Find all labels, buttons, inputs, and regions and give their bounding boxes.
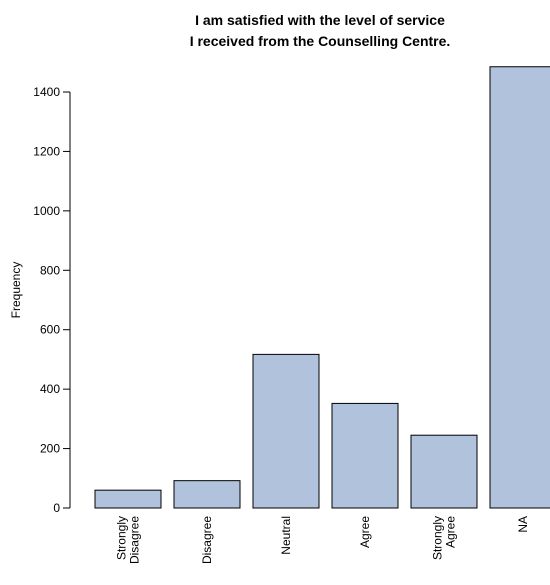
y-tick-label-7: 1400 (33, 85, 60, 99)
svg-text:Neutral: Neutral (279, 516, 293, 555)
svg-text:StronglyDisagree: StronglyDisagree (115, 516, 142, 564)
bar-3 (331, 402, 399, 509)
y-tick-label-6: 1200 (33, 144, 60, 158)
svg-text:StronglyAgree: StronglyAgree (431, 516, 458, 560)
svg-text:Agree: Agree (358, 516, 372, 548)
y-tick-label-4: 800 (40, 263, 60, 277)
bar-0 (94, 489, 162, 509)
x-tick-label-2: Neutral (279, 516, 293, 555)
y-tick-label-1: 200 (40, 442, 60, 456)
y-tick-label-5: 1000 (33, 204, 60, 218)
chart-title-line-1: I am satisfied with the level of service (195, 12, 445, 28)
svg-text:Disagree: Disagree (200, 516, 214, 564)
svg-text:NA: NA (516, 516, 530, 533)
x-tick-label-1: Disagree (200, 516, 214, 564)
chart-title-line-2: I received from the Counselling Centre. (190, 33, 451, 49)
bar-1 (173, 480, 241, 509)
y-axis-label: Frequency (9, 262, 23, 319)
x-tick-label-5: NA (516, 516, 530, 533)
x-tick-labels: StronglyDisagree Disagree Neutral Agree Stro… (115, 516, 531, 564)
bars-group (94, 66, 550, 509)
bar-4 (410, 434, 478, 509)
bar-2 (252, 353, 320, 509)
y-tick-label-2: 400 (40, 382, 60, 396)
x-tick-label-3: Agree (358, 516, 372, 548)
y-axis: 0 200 400 600 800 1000 1200 1400 (33, 85, 71, 515)
y-tick-label-0: 0 (53, 501, 60, 515)
x-tick-label-4: StronglyAgree (431, 516, 458, 560)
bar-5 (489, 66, 550, 509)
y-tick-label-3: 600 (40, 323, 60, 337)
x-tick-label-0: StronglyDisagree (115, 516, 142, 564)
